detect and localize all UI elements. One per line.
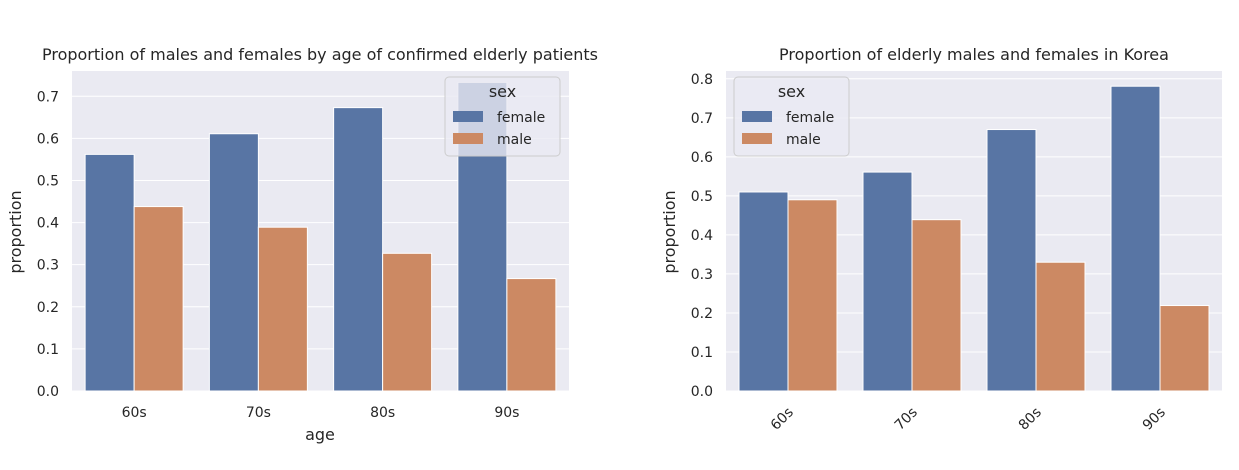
bar-male-60s <box>787 199 838 392</box>
y-tick-label: 0.4 <box>691 228 713 244</box>
legend-swatch-female <box>453 111 483 122</box>
legend-label-male: male <box>786 132 821 148</box>
bar-male-90s <box>506 278 557 392</box>
y-tick-label: 0.3 <box>691 267 713 283</box>
x-axis-label: age <box>305 425 335 444</box>
y-tick-label: 0.2 <box>37 300 59 316</box>
x-tick-label: 90s <box>494 405 519 421</box>
legend-label-female: female <box>786 110 834 126</box>
legend-label-female: female <box>497 110 545 126</box>
x-tick-label: 70s <box>246 405 271 421</box>
bar-male-70s <box>257 226 308 392</box>
x-tick-label: 90s <box>1140 405 1169 434</box>
x-tick-label: 70s <box>892 405 921 434</box>
y-axis-label: proportion <box>660 190 679 273</box>
y-tick-label: 0.7 <box>691 111 713 127</box>
legend-label-male: male <box>497 132 532 148</box>
y-tick-label: 0.1 <box>37 342 59 358</box>
legend-title: sex <box>489 82 516 101</box>
y-tick-label: 0.6 <box>691 150 713 166</box>
chart-title: Proportion of males and females by age o… <box>42 45 598 64</box>
y-tick-label: 0.5 <box>37 173 59 189</box>
plot-area: 0.0 0.1 0.2 0.3 0.4 0.5 0.6 0.7 0.8 60s 70s 80s 90s s… <box>691 71 1222 434</box>
x-tick-label: 60s <box>768 405 797 434</box>
legend-swatch-male <box>453 133 483 144</box>
y-tick-label: 0.8 <box>691 72 713 88</box>
y-tick-label: 0.2 <box>691 306 713 322</box>
legend: sex female male <box>733 76 850 157</box>
y-tick-label: 0.0 <box>37 384 59 400</box>
bar-female-90s <box>1110 85 1161 392</box>
bar-male-90s <box>1159 305 1210 392</box>
x-tick-label: 80s <box>370 405 395 421</box>
x-tick-label: 60s <box>122 405 147 421</box>
legend-swatch-female <box>742 111 772 122</box>
bar-female-80s <box>333 107 384 392</box>
legend-title: sex <box>778 82 805 101</box>
chart-title: Proportion of elderly males and females … <box>779 45 1169 64</box>
plot-area: 0.0 0.1 0.2 0.3 0.4 0.5 0.6 0.7 60s 70s 80s 90s sex f… <box>37 71 569 421</box>
chart-right: 0.0 0.1 0.2 0.3 0.4 0.5 0.6 0.7 0.8 60s 70s 80s 90s s… <box>660 45 1222 434</box>
bar-female-70s <box>208 133 259 392</box>
y-tick-label: 0.4 <box>37 216 59 232</box>
y-tick-label: 0.6 <box>37 131 59 147</box>
y-tick-label: 0.5 <box>691 189 713 205</box>
bar-male-80s <box>1035 261 1086 392</box>
y-tick-label: 0.0 <box>691 384 713 400</box>
bar-female-60s <box>84 153 135 392</box>
bar-male-80s <box>382 252 433 392</box>
bar-male-60s <box>133 206 184 392</box>
bar-male-70s <box>911 219 962 392</box>
bar-female-80s <box>986 129 1037 392</box>
y-tick-label: 0.3 <box>37 258 59 274</box>
y-tick-label: 0.7 <box>37 89 59 105</box>
y-axis-label: proportion <box>6 190 25 273</box>
legend-swatch-male <box>742 133 772 144</box>
legend: sex female male <box>444 76 561 157</box>
bar-female-70s <box>862 171 913 392</box>
y-tick-label: 0.1 <box>691 345 713 361</box>
chart-left: 0.0 0.1 0.2 0.3 0.4 0.5 0.6 0.7 60s 70s 80s 90s sex f… <box>6 45 598 444</box>
bar-female-60s <box>738 191 789 392</box>
x-tick-label: 80s <box>1016 405 1045 434</box>
